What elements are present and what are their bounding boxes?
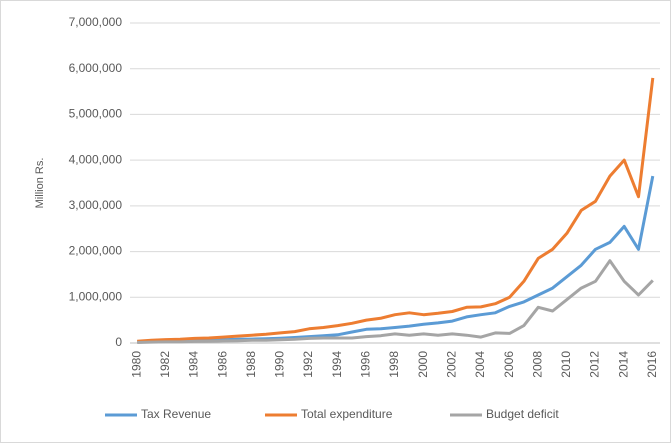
y-axis-title: Million Rs. <box>34 158 46 209</box>
x-tick-label: 2004 <box>473 351 487 378</box>
x-tick-label: 2008 <box>530 351 544 378</box>
series-line <box>137 77 655 343</box>
x-tick-label: 1992 <box>301 351 315 378</box>
x-tick-label: 1982 <box>158 351 172 378</box>
y-tick-label: 4,000,000 <box>69 152 123 166</box>
x-tick-label: 2000 <box>416 351 430 378</box>
series-line <box>137 259 654 344</box>
x-tick-label: 1988 <box>244 351 258 378</box>
x-tick-label: 1996 <box>359 351 373 378</box>
legend-label: Budget deficit <box>486 407 559 421</box>
y-tick-label: 6,000,000 <box>69 61 123 75</box>
x-tick-label: 2014 <box>616 351 630 378</box>
x-tick-label: 2016 <box>645 351 659 378</box>
x-tick-label: 1980 <box>129 351 143 378</box>
x-tick-label: 1986 <box>215 351 229 378</box>
y-tick-label: 7,000,000 <box>69 15 123 29</box>
x-tick-label: 1998 <box>387 351 401 378</box>
x-tick-label: 2010 <box>559 351 573 378</box>
y-tick-label: 3,000,000 <box>69 198 123 212</box>
legend-label: Tax Revenue <box>141 407 211 421</box>
y-tick-label: 5,000,000 <box>69 107 123 121</box>
x-tick-label: 1990 <box>273 351 287 378</box>
y-tick-label: 1,000,000 <box>69 289 123 303</box>
x-tick-label: 2006 <box>502 351 516 378</box>
y-tick-label: 0 <box>115 335 122 349</box>
legend-label: Total expenditure <box>301 407 393 421</box>
x-tick-label: 1984 <box>187 351 201 378</box>
x-tick-label: 2002 <box>444 351 458 378</box>
x-tick-label: 2012 <box>588 351 602 378</box>
y-tick-label: 2,000,000 <box>69 244 123 258</box>
x-tick-label: 1994 <box>330 351 344 378</box>
